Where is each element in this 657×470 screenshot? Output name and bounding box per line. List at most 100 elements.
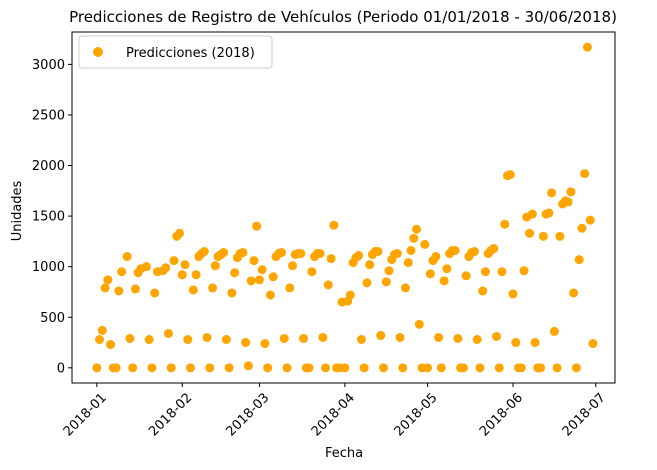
data-point <box>122 252 132 262</box>
data-point <box>169 256 179 266</box>
data-point <box>177 270 187 280</box>
data-point <box>536 363 546 373</box>
data-point <box>571 363 581 373</box>
data-point <box>97 325 107 335</box>
data-point <box>92 363 102 373</box>
data-point <box>199 247 209 256</box>
data-point <box>224 363 234 373</box>
data-point <box>420 239 430 249</box>
chart-title: Predicciones de Registro de Vehículos (P… <box>69 8 617 26</box>
data-point <box>406 245 416 255</box>
y-tick-label: 2500 <box>32 108 65 123</box>
data-point <box>500 219 510 229</box>
data-point <box>150 288 160 298</box>
data-point <box>128 363 138 373</box>
data-point <box>329 220 339 230</box>
data-point <box>423 363 433 373</box>
data-point <box>538 231 548 241</box>
data-point <box>321 363 331 373</box>
data-point <box>458 363 468 373</box>
data-point <box>577 223 587 233</box>
data-point <box>362 278 372 288</box>
data-point <box>480 267 490 277</box>
data-point <box>130 284 140 294</box>
data-point <box>356 335 366 344</box>
data-point <box>243 361 253 371</box>
data-point <box>111 363 121 373</box>
data-point <box>191 270 201 280</box>
data-point <box>549 326 559 336</box>
data-point <box>106 340 116 350</box>
data-point <box>95 335 105 344</box>
data-point <box>475 363 485 373</box>
data-point <box>497 267 507 277</box>
axes-frame <box>71 31 616 384</box>
data-point <box>436 363 446 373</box>
data-point <box>246 276 256 286</box>
legend-label: Predicciones (2018) <box>126 46 255 61</box>
data-point <box>221 335 231 344</box>
data-point <box>508 289 518 299</box>
data-point <box>163 328 173 338</box>
data-point <box>103 275 113 285</box>
data-point <box>373 247 383 256</box>
data-point <box>296 249 306 259</box>
data-point <box>180 260 190 270</box>
data-point <box>414 319 424 329</box>
data-point <box>166 363 176 373</box>
data-point <box>574 255 584 265</box>
data-point <box>403 258 413 268</box>
data-point <box>268 272 278 282</box>
data-point <box>183 335 193 344</box>
data-point <box>230 268 240 278</box>
data-point <box>530 338 540 348</box>
data-point <box>378 363 388 373</box>
data-point <box>205 363 215 373</box>
data-point <box>376 330 386 340</box>
data-point <box>494 363 504 373</box>
data-point <box>249 256 259 266</box>
data-point <box>395 332 405 342</box>
data-point <box>208 283 218 293</box>
data-point <box>552 363 562 373</box>
data-point <box>425 269 435 279</box>
data-point <box>434 332 444 342</box>
data-point <box>566 187 576 197</box>
data-point <box>398 363 408 373</box>
data-point <box>461 271 471 281</box>
data-point <box>392 249 402 259</box>
data-point <box>144 335 154 344</box>
data-point <box>238 248 248 258</box>
data-point <box>282 363 292 373</box>
y-tick-label: 0 <box>57 361 65 376</box>
data-point <box>544 208 554 218</box>
data-point <box>491 331 501 341</box>
data-point <box>527 209 537 219</box>
legend-marker <box>93 47 103 57</box>
data-point <box>186 363 196 373</box>
data-point <box>354 251 364 261</box>
data-point <box>241 338 251 348</box>
data-point <box>340 363 350 373</box>
data-point <box>585 215 595 225</box>
plot-background <box>72 32 615 383</box>
data-point <box>412 224 422 234</box>
data-point <box>304 363 314 373</box>
data-point <box>125 333 135 343</box>
y-tick-label: 500 <box>40 311 65 326</box>
data-point <box>442 264 452 274</box>
data-point <box>580 169 590 179</box>
data-point <box>450 245 460 255</box>
data-point <box>588 339 598 349</box>
data-point <box>161 263 171 273</box>
data-point <box>254 275 264 285</box>
data-point <box>227 288 237 298</box>
data-point <box>265 290 275 300</box>
data-point <box>202 332 212 342</box>
data-point <box>505 170 515 180</box>
data-point <box>563 197 573 207</box>
data-point <box>117 267 127 277</box>
data-point <box>260 339 270 349</box>
data-point <box>489 243 499 253</box>
